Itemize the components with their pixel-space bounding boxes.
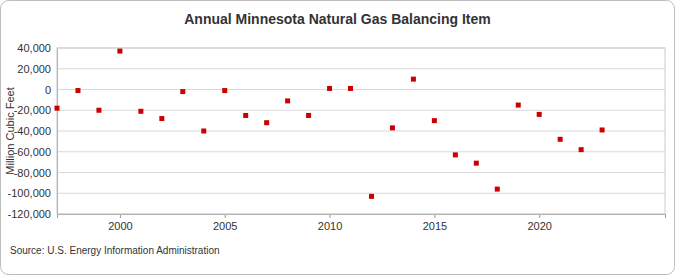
grid-line <box>57 68 665 69</box>
x-tick-mark <box>225 214 226 218</box>
x-tick-mark <box>120 214 121 218</box>
point <box>474 161 479 166</box>
y-tick: -20,000 <box>14 104 57 116</box>
point <box>453 152 458 157</box>
title: Annual Minnesota Natural Gas Balancing I… <box>184 11 491 27</box>
point <box>411 77 416 82</box>
point <box>348 86 353 91</box>
x-tick-label: 2000 <box>108 220 132 232</box>
y-tick-label: -100,000 <box>8 187 51 199</box>
x-tick-mark <box>434 214 435 218</box>
point <box>390 125 395 130</box>
y-tick-label: 0 <box>45 84 51 96</box>
x-tick: 2015 <box>423 214 447 232</box>
grid-line <box>57 172 665 173</box>
point <box>264 120 269 125</box>
y-tick-label: -80,000 <box>14 167 51 179</box>
point <box>159 116 164 121</box>
point <box>369 194 374 199</box>
y-tick-label: -40,000 <box>14 125 51 137</box>
x-tick: 2000 <box>108 214 132 232</box>
y-tick: 0 <box>45 84 57 96</box>
y-tick: -80,000 <box>14 167 57 179</box>
x-axis-line <box>58 215 666 219</box>
x-tick-label: 2020 <box>527 220 551 232</box>
chart: -120,000 -100,000 -80,000 -60,000 -40,000 -20… <box>0 0 675 275</box>
point <box>432 118 437 123</box>
plot: -120,000 -100,000 -80,000 -60,000 -40,000 -20… <box>8 42 666 232</box>
x-tick-mark <box>539 214 540 218</box>
point <box>201 129 206 134</box>
y-tick: -100,000 <box>8 187 57 199</box>
x-axis: 2000 2005 2010 2015 2020 <box>58 214 666 232</box>
x-tick-label: 2005 <box>213 220 237 232</box>
point <box>138 109 143 114</box>
point <box>495 187 500 192</box>
y-tick-label: 40,000 <box>17 42 51 54</box>
y-tick: -60,000 <box>14 146 57 158</box>
x-tick-mark <box>330 214 331 218</box>
x-tick-label: 2010 <box>318 220 342 232</box>
grid-line <box>57 151 665 152</box>
y-tick: -120,000 <box>8 208 57 220</box>
point <box>55 106 60 111</box>
point <box>558 137 563 142</box>
frame <box>1 1 675 275</box>
source: Source: U.S. Energy Information Administ… <box>10 245 220 256</box>
y-tick: 20,000 <box>17 63 57 75</box>
point <box>537 112 542 117</box>
x-tick: 2005 <box>213 214 237 232</box>
point <box>243 113 248 118</box>
plot-frame <box>57 48 665 214</box>
point <box>327 86 332 91</box>
point <box>96 108 101 113</box>
grid-line <box>57 131 665 132</box>
y-tick-label: 20,000 <box>17 63 51 75</box>
x-tick: 2010 <box>318 214 342 232</box>
point <box>117 49 122 54</box>
y-axis-title: Million Cubic Feet <box>4 87 16 174</box>
y-tick: -40,000 <box>14 125 57 137</box>
grid-line <box>57 89 665 90</box>
point <box>75 88 80 93</box>
y-tick-label: -60,000 <box>14 146 51 158</box>
point <box>600 127 605 132</box>
y-tick-label: -20,000 <box>14 104 51 116</box>
x-tick: 2020 <box>527 214 551 232</box>
y-tick: 40,000 <box>17 42 57 54</box>
grid-line <box>57 110 665 111</box>
y-tick-label: -120,000 <box>8 208 51 220</box>
point <box>306 113 311 118</box>
point <box>285 98 290 103</box>
point <box>516 103 521 108</box>
point <box>180 89 185 94</box>
point <box>579 147 584 152</box>
points <box>55 49 605 199</box>
x-tick-label: 2015 <box>423 220 447 232</box>
point <box>222 88 227 93</box>
grid-line <box>57 193 665 194</box>
